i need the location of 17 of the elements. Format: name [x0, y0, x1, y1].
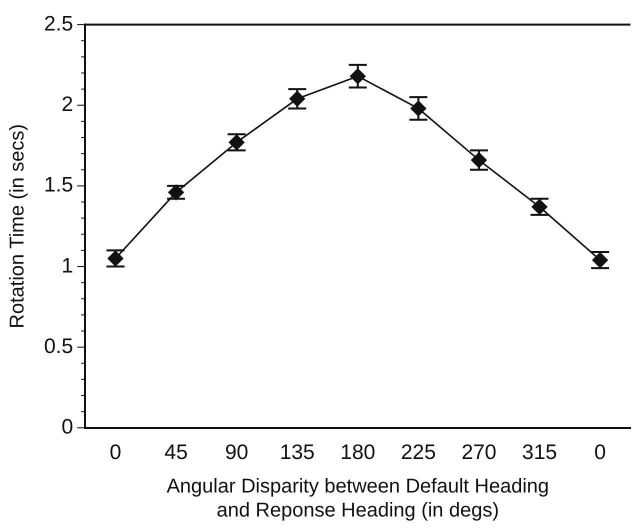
x-tick-label: 90	[224, 441, 248, 464]
x-tick-label: 315	[522, 441, 558, 464]
x-tick-label: 270	[461, 441, 496, 464]
y-tick-label: 1.5	[44, 174, 74, 197]
y-tick-label: 0.5	[44, 334, 74, 358]
y-tick-label: 2.5	[44, 12, 74, 36]
y-tick-label: 0	[62, 416, 74, 439]
x-tick-label: 180	[340, 441, 376, 464]
x-tick-label: 225	[400, 441, 436, 464]
x-tick-label: 45	[164, 441, 188, 464]
x-tick-label: 135	[280, 441, 315, 464]
y-tick-label: 1	[62, 254, 74, 278]
x-tick-label: 0	[110, 441, 122, 464]
x-tick-label: 0	[594, 441, 606, 464]
y-axis-title: Rotation Time (in secs)	[6, 124, 29, 328]
x-axis-title: Angular Disparity between Default Heading and Reponse Heading (in degs)	[166, 476, 550, 522]
y-tick-label: 2	[62, 93, 74, 116]
